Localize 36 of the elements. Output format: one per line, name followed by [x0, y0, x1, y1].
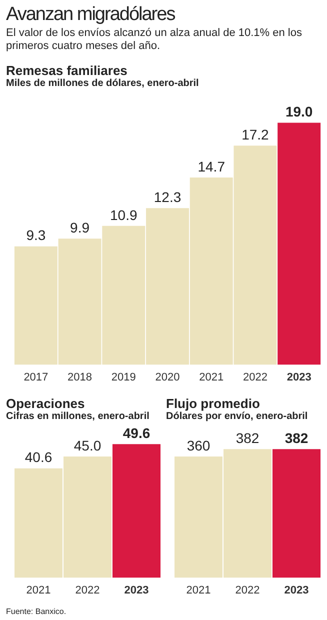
data-label: 40.6 [24, 449, 52, 466]
data-label: 19.0 [285, 104, 313, 120]
text: El valor de los envíos alcanzó un alza anual de 10.1% en los primeros cuatro meses del año. [6, 27, 303, 53]
data-label: 12.3 [154, 188, 182, 205]
x-tick-label: 2022 [235, 584, 260, 596]
bar [278, 122, 321, 365]
data-label: 9.3 [26, 227, 46, 244]
chart-title: Operaciones [6, 396, 86, 411]
x-tick-label: 2022 [75, 584, 100, 596]
data-label: 10.9 [110, 206, 138, 223]
data-label: 360 [186, 437, 210, 454]
chart-subtitle: Dólares por envío, enero-abril [166, 411, 309, 423]
x-tick-label: 2018 [68, 371, 92, 384]
source-note: Fuente: Banxico. [6, 607, 68, 616]
data-label: 45.0 [74, 437, 102, 454]
x-tick-label: 2021 [26, 584, 51, 596]
data-label: 17.2 [242, 126, 270, 143]
x-tick-label: 2021 [199, 371, 224, 384]
chart-title: Flujo promedio [166, 396, 261, 411]
chart-subtitle: Miles de millones de dólares, enero-abril [6, 78, 200, 90]
text: Avanzan migradólares [6, 4, 176, 26]
x-tick-label: 2022 [242, 371, 268, 384]
data-label: 14.7 [198, 158, 226, 174]
x-tick-label: 2023 [124, 584, 149, 596]
x-tick-label: 2023 [284, 584, 309, 596]
x-tick-label: 2019 [111, 371, 136, 384]
x-tick-label: 2023 [286, 371, 312, 384]
x-tick-label: 2021 [186, 584, 211, 596]
data-label: 382 [236, 430, 260, 446]
x-tick-label: 2017 [24, 371, 48, 384]
data-label: 382 [284, 430, 308, 446]
x-tick-label: 2020 [155, 371, 180, 384]
data-label: 9.9 [70, 220, 90, 236]
chart-title: Remesas familiares [6, 63, 128, 78]
data-label: 49.6 [122, 424, 150, 441]
chart-subtitle: Cifras en millones, enero-abril [6, 411, 150, 423]
